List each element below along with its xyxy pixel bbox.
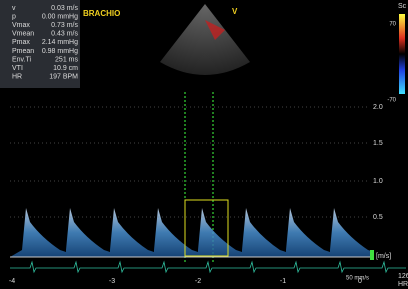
velocity-tick: 1.0 xyxy=(373,178,383,185)
page: BRACHIO V v 0.03 m/s p 0.00 mmHg Vmax 0.73 m/… xyxy=(0,0,408,289)
measurement-value: 10.9 cm xyxy=(53,65,78,72)
measurement-name: Pmax xyxy=(12,39,30,46)
measurement-name: Vmax xyxy=(12,22,30,29)
spectral-envelope xyxy=(10,208,374,257)
side-label: HR xyxy=(398,281,408,288)
measurement-name: Vmean xyxy=(12,31,34,38)
measurement-value: 251 ms xyxy=(55,56,78,63)
measurement-value: 197 BPM xyxy=(49,74,78,81)
time-tick: -1 xyxy=(280,278,286,285)
time-tick: -3 xyxy=(109,278,115,285)
velocity-tick: 1.5 xyxy=(373,140,383,147)
measurement-value: 0.43 m/s xyxy=(51,31,78,38)
side-value: 126 xyxy=(398,273,408,280)
measurement-value: 2.14 mmHg xyxy=(42,39,78,46)
ultrasound-screen: BRACHIO V v 0.03 m/s p 0.00 mmHg Vmax 0.73 m/… xyxy=(0,0,408,289)
measurement-name: HR xyxy=(12,74,22,81)
measurement-value: 0.98 mmHg xyxy=(42,48,78,55)
measurement-value: 0.00 mmHg xyxy=(42,13,78,20)
time-tick: -2 xyxy=(195,278,201,285)
color-bar xyxy=(399,14,405,94)
measurement-name: v xyxy=(12,5,16,12)
color-bar-top: Sc xyxy=(398,3,407,10)
velocity-unit: [m/s] xyxy=(376,253,391,260)
sweep-speed: 50 mm/s xyxy=(346,276,369,282)
color-bar-min: -70 xyxy=(387,98,396,104)
measurement-value: 0.73 m/s xyxy=(51,22,78,29)
measurement-name: Pmean xyxy=(12,48,34,55)
measurement-value: 0.03 m/s xyxy=(51,5,78,12)
velocity-tick: 2.0 xyxy=(373,104,383,111)
color-bar-max: 70 xyxy=(389,22,396,28)
measurement-name: Env.Ti xyxy=(12,56,32,63)
ecg-trace xyxy=(10,262,406,272)
probe-label: BRACHIO xyxy=(83,9,120,18)
velocity-tick: 0.5 xyxy=(373,214,383,221)
mode-label: V xyxy=(232,7,238,16)
spectral-waveform xyxy=(10,208,374,257)
time-tick: -4 xyxy=(9,278,15,285)
baseline-marker xyxy=(370,250,374,260)
measurement-name: p xyxy=(12,13,16,20)
measurement-name: VTI xyxy=(12,65,23,72)
